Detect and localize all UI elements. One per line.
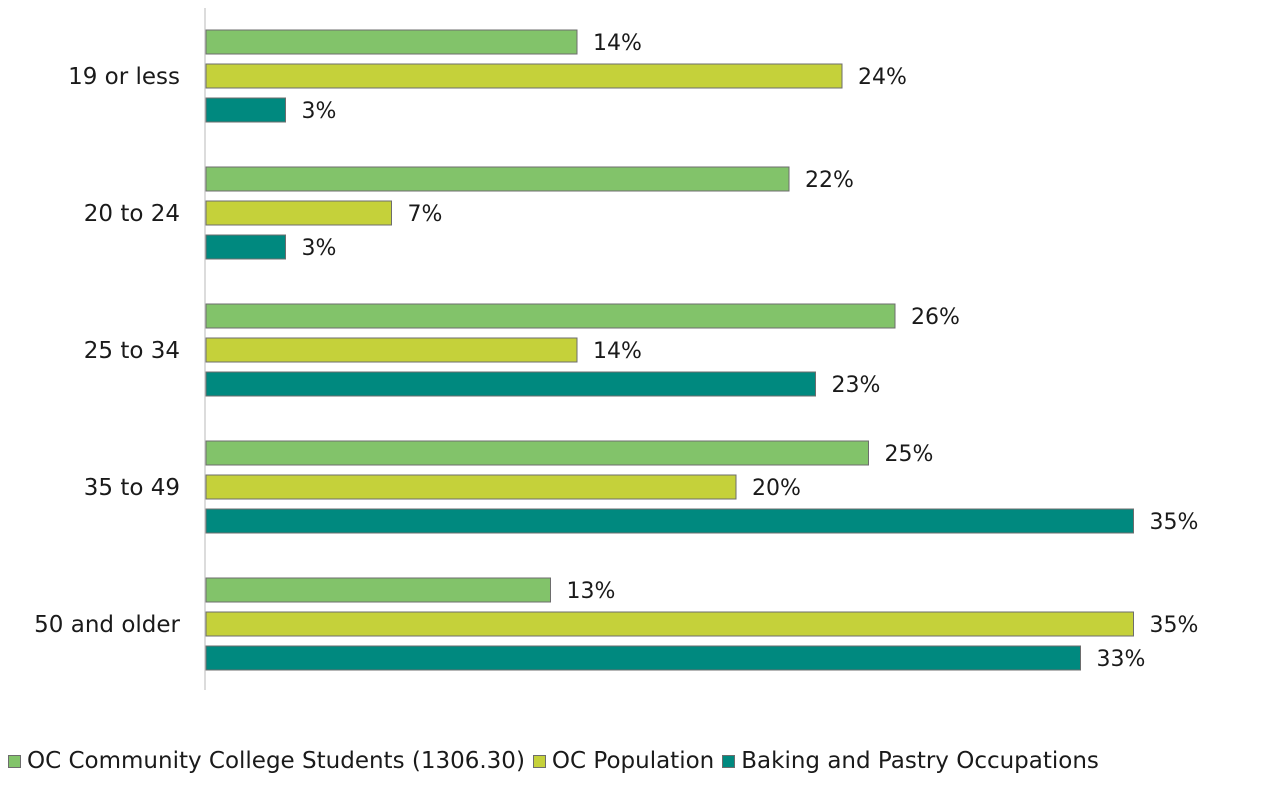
category-label: 19 or less <box>68 64 180 90</box>
bar <box>205 577 551 603</box>
data-label: 3% <box>302 99 337 124</box>
legend-label: OC Population <box>551 748 715 774</box>
data-label: 7% <box>408 202 443 227</box>
legend-label: OC Community College Students (1306.30) <box>27 748 525 774</box>
bar <box>205 234 286 260</box>
bars-group <box>205 29 1134 671</box>
legend-swatch <box>8 754 21 768</box>
bar <box>205 303 896 329</box>
value-labels-group: 14%24%3%22%7%3%26%14%23%25%20%35%13%35%3… <box>302 31 1199 672</box>
bar <box>205 371 816 397</box>
bar <box>205 200 392 226</box>
legend-item: OC Population <box>532 748 715 774</box>
data-label: 23% <box>832 373 881 398</box>
data-label: 24% <box>858 65 907 90</box>
category-labels-group: 19 or less 20 to 24 25 to 34 35 to 49 50 and… <box>34 64 180 638</box>
bar <box>205 29 578 55</box>
data-label: 14% <box>593 339 642 364</box>
bar <box>205 440 869 466</box>
data-label: 26% <box>911 305 960 330</box>
data-label: 13% <box>567 579 616 604</box>
data-label: 35% <box>1150 613 1199 638</box>
category-label: 25 to 34 <box>84 338 180 364</box>
category-label: 50 and older <box>34 612 180 638</box>
data-label: 35% <box>1150 510 1199 535</box>
bar <box>205 645 1081 671</box>
bar <box>205 611 1134 637</box>
data-label: 25% <box>885 442 934 467</box>
bar <box>205 63 843 89</box>
category-label: 35 to 49 <box>84 475 180 501</box>
bar <box>205 337 578 363</box>
legend-swatch <box>532 754 546 768</box>
legend-label: Baking and Pastry Occupations <box>741 748 1099 774</box>
data-label: 3% <box>302 236 337 261</box>
legend-item: Baking and Pastry Occupations <box>722 748 1099 774</box>
bar <box>205 508 1134 534</box>
data-label: 14% <box>593 31 642 56</box>
legend: OC Community College Students (1306.30) O… <box>8 748 1107 774</box>
legend-item: OC Community College Students (1306.30) <box>8 748 525 774</box>
category-label: 20 to 24 <box>84 201 180 227</box>
bar <box>205 166 790 192</box>
bar <box>205 97 286 123</box>
data-label: 22% <box>805 168 854 193</box>
bar <box>205 474 737 500</box>
data-label: 33% <box>1097 647 1146 672</box>
data-label: 20% <box>752 476 801 501</box>
legend-swatch <box>722 754 736 768</box>
